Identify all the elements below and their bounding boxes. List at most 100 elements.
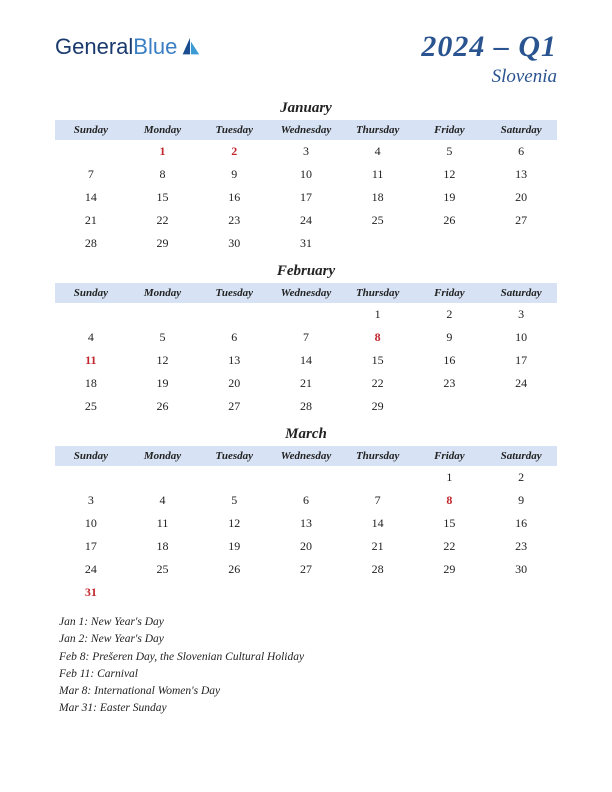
calendar-table: SundayMondayTuesdayWednesdayThursdayFrid… bbox=[55, 120, 557, 255]
day-header: Saturday bbox=[485, 446, 557, 466]
calendar-cell: 18 bbox=[127, 535, 199, 558]
calendar-cell bbox=[414, 395, 486, 418]
calendar-cell: 20 bbox=[270, 535, 342, 558]
header: GeneralBlue 2024 – Q1 Slovenia bbox=[55, 30, 557, 88]
calendar-row: 18192021222324 bbox=[55, 372, 557, 395]
calendar-cell: 16 bbox=[485, 512, 557, 535]
calendar-cell: 1 bbox=[414, 466, 486, 489]
calendar-cell: 5 bbox=[414, 140, 486, 163]
calendar-cell: 26 bbox=[414, 209, 486, 232]
calendar-cell: 16 bbox=[198, 186, 270, 209]
calendar-cell: 20 bbox=[198, 372, 270, 395]
calendar-cell: 7 bbox=[342, 489, 414, 512]
calendar-cell: 2 bbox=[414, 303, 486, 326]
day-header: Sunday bbox=[55, 283, 127, 303]
calendar-cell bbox=[127, 581, 199, 604]
month-name: March bbox=[55, 426, 557, 443]
calendar-cell bbox=[55, 303, 127, 326]
day-header: Tuesday bbox=[198, 120, 270, 140]
calendar-cell: 30 bbox=[485, 558, 557, 581]
calendar-cell: 18 bbox=[342, 186, 414, 209]
calendar-cell: 29 bbox=[414, 558, 486, 581]
calendar-cell: 29 bbox=[342, 395, 414, 418]
calendar-cell: 9 bbox=[414, 326, 486, 349]
calendar-cell bbox=[414, 232, 486, 255]
calendar-cell: 4 bbox=[342, 140, 414, 163]
day-header: Monday bbox=[127, 120, 199, 140]
month-block: March SundayMondayTuesdayWednesdayThursda… bbox=[55, 426, 557, 604]
calendar-cell: 3 bbox=[270, 140, 342, 163]
calendar-cell: 15 bbox=[414, 512, 486, 535]
holiday-entry: Feb 8: Prešeren Day, the Slovenian Cultu… bbox=[59, 649, 557, 666]
day-header: Tuesday bbox=[198, 283, 270, 303]
calendar-cell: 2 bbox=[198, 140, 270, 163]
day-header: Wednesday bbox=[270, 120, 342, 140]
calendar-cell: 28 bbox=[270, 395, 342, 418]
calendar-cell: 17 bbox=[270, 186, 342, 209]
calendar-table: SundayMondayTuesdayWednesdayThursdayFrid… bbox=[55, 446, 557, 604]
calendar-cell: 27 bbox=[270, 558, 342, 581]
day-header: Thursday bbox=[342, 283, 414, 303]
calendar-cell: 3 bbox=[485, 303, 557, 326]
calendar-cell: 12 bbox=[414, 163, 486, 186]
calendar-cell: 6 bbox=[270, 489, 342, 512]
calendar-cell: 8 bbox=[414, 489, 486, 512]
calendar-cell bbox=[127, 303, 199, 326]
calendar-cell: 22 bbox=[414, 535, 486, 558]
calendar-cell bbox=[342, 466, 414, 489]
day-header: Friday bbox=[414, 446, 486, 466]
month-block: January SundayMondayTuesdayWednesdayThurs… bbox=[55, 100, 557, 255]
calendar-cell: 31 bbox=[270, 232, 342, 255]
calendar-cell: 2 bbox=[485, 466, 557, 489]
calendar-cell: 12 bbox=[127, 349, 199, 372]
day-header: Tuesday bbox=[198, 446, 270, 466]
holiday-entry: Jan 2: New Year's Day bbox=[59, 631, 557, 648]
calendar-row: 123456 bbox=[55, 140, 557, 163]
calendar-cell: 8 bbox=[127, 163, 199, 186]
calendar-cell: 17 bbox=[55, 535, 127, 558]
calendar-cell: 6 bbox=[198, 326, 270, 349]
calendar-cell: 1 bbox=[342, 303, 414, 326]
holiday-entry: Jan 1: New Year's Day bbox=[59, 614, 557, 631]
month-name: January bbox=[55, 100, 557, 117]
calendar-cell bbox=[55, 140, 127, 163]
calendar-cell: 20 bbox=[485, 186, 557, 209]
calendar-cell: 8 bbox=[342, 326, 414, 349]
calendar-cell: 4 bbox=[127, 489, 199, 512]
calendar-cell: 11 bbox=[127, 512, 199, 535]
calendar-cell: 7 bbox=[55, 163, 127, 186]
country-name: Slovenia bbox=[421, 66, 557, 88]
calendar-table: SundayMondayTuesdayWednesdayThursdayFrid… bbox=[55, 283, 557, 418]
calendar-cell: 19 bbox=[198, 535, 270, 558]
logo-text-blue: Blue bbox=[133, 34, 177, 60]
calendar-cell bbox=[198, 581, 270, 604]
calendar-row: 14151617181920 bbox=[55, 186, 557, 209]
calendar-cell bbox=[485, 581, 557, 604]
calendar-cell: 26 bbox=[127, 395, 199, 418]
holiday-entry: Mar 8: International Women's Day bbox=[59, 683, 557, 700]
calendar-cell: 23 bbox=[198, 209, 270, 232]
months-container: JanuarySundayMondayTuesdayWednesdayThurs… bbox=[55, 100, 557, 604]
calendar-cell: 27 bbox=[485, 209, 557, 232]
calendar-cell: 30 bbox=[198, 232, 270, 255]
calendar-row: 45678910 bbox=[55, 326, 557, 349]
calendar-cell: 25 bbox=[127, 558, 199, 581]
calendar-row: 78910111213 bbox=[55, 163, 557, 186]
calendar-row: 11121314151617 bbox=[55, 349, 557, 372]
calendar-cell: 27 bbox=[198, 395, 270, 418]
calendar-cell bbox=[270, 466, 342, 489]
title-block: 2024 – Q1 Slovenia bbox=[421, 30, 557, 88]
calendar-cell: 24 bbox=[55, 558, 127, 581]
day-header: Wednesday bbox=[270, 283, 342, 303]
calendar-row: 24252627282930 bbox=[55, 558, 557, 581]
month-block: FebruarySundayMondayTuesdayWednesdayThur… bbox=[55, 263, 557, 418]
calendar-row: 123 bbox=[55, 303, 557, 326]
day-header: Thursday bbox=[342, 120, 414, 140]
calendar-cell: 16 bbox=[414, 349, 486, 372]
logo: GeneralBlue bbox=[55, 34, 201, 60]
calendar-row: 3456789 bbox=[55, 489, 557, 512]
calendar-cell: 11 bbox=[55, 349, 127, 372]
calendar-row: 28293031 bbox=[55, 232, 557, 255]
day-header: Monday bbox=[127, 446, 199, 466]
day-header: Friday bbox=[414, 120, 486, 140]
